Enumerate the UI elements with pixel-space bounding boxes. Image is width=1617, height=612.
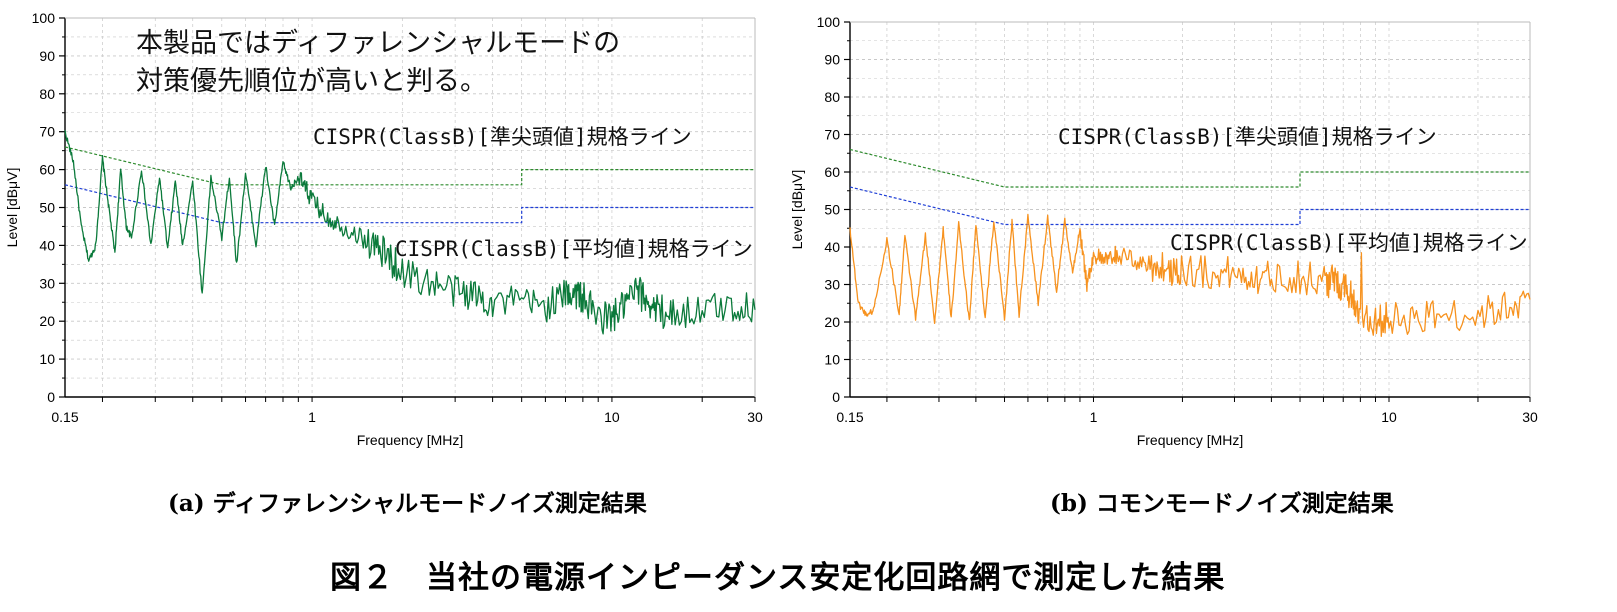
quasi-peak-limit-line	[64, 146, 755, 186]
y-tick-label: 30	[824, 277, 840, 293]
y-tick-label: 80	[39, 86, 55, 102]
y-axis-label: Level [dBμV]	[4, 168, 20, 248]
chart-annotation: CISPR(ClassB)[準尖頭値]規格ライン	[313, 125, 692, 149]
y-tick-label: 60	[824, 164, 840, 180]
caption-differential-mode: (a) ディファレンシャルモードノイズ測定結果	[168, 490, 647, 517]
x-tick-label: 1	[1090, 409, 1098, 425]
chart-differential-mode: 0 10 20 30 40 50 60 70 80 90 100 0.15 1 10 30 Frequency…	[4, 10, 763, 448]
y-tick-label: 0	[832, 389, 840, 405]
y-tick-label: 20	[824, 314, 840, 330]
x-tick-label: 10	[604, 409, 620, 425]
x-tick-label: 0.15	[836, 409, 863, 425]
chart-common-mode: 0 10 20 30 40 50 60 70 80 90 100 0.15 1 10 30 Frequency…	[789, 14, 1538, 448]
x-tick-label: 30	[1522, 409, 1538, 425]
chart-annotation: CISPR(ClassB)[平均値]規格ライン	[395, 237, 753, 261]
y-tick-label: 80	[824, 89, 840, 105]
y-tick-label: 40	[824, 239, 840, 255]
figure-title: 図２ 当社の電源インピーダンス安定化回路網で測定した結果	[330, 560, 1226, 596]
y-tick-label: 20	[39, 313, 55, 329]
y-tick-label: 90	[39, 48, 55, 64]
x-tick-label: 0.15	[51, 409, 78, 425]
y-tick-label: 60	[39, 162, 55, 178]
x-axis-label: Frequency [MHz]	[1137, 432, 1244, 448]
chart-annotation: 対策優先順位が高いと判る。	[136, 66, 487, 97]
y-tick-label: 30	[39, 275, 55, 291]
y-tick-label: 50	[39, 200, 55, 216]
y-tick-label: 100	[32, 10, 56, 26]
average-limit-line	[849, 186, 1530, 226]
y-tick-label: 0	[47, 389, 55, 405]
y-tick-label: 10	[824, 352, 840, 368]
measured-trace	[64, 130, 756, 335]
y-tick-label: 90	[824, 52, 840, 68]
y-tick-label: 100	[817, 14, 841, 30]
y-tick-label: 70	[39, 124, 55, 140]
x-tick-label: 10	[1381, 409, 1397, 425]
measured-trace	[849, 213, 1531, 337]
y-tick-label: 70	[824, 127, 840, 143]
x-axis-label: Frequency [MHz]	[357, 432, 464, 448]
x-tick-label: 1	[308, 409, 316, 425]
y-axis-label: Level [dBμV]	[789, 170, 805, 250]
y-tick-label: 10	[39, 351, 55, 367]
average-limit-line	[64, 184, 755, 224]
chart-annotation: 本製品ではディファレンシャルモードの	[136, 28, 620, 59]
quasi-peak-limit-line	[849, 148, 1530, 188]
chart-annotation: CISPR(ClassB)[平均値]規格ライン	[1170, 231, 1528, 255]
y-tick-label: 50	[824, 202, 840, 218]
y-tick-label: 40	[39, 237, 55, 253]
caption-common-mode: (b) コモンモードノイズ測定結果	[1050, 490, 1394, 517]
chart-annotation: CISPR(ClassB)[準尖頭値]規格ライン	[1058, 125, 1437, 149]
x-tick-label: 30	[747, 409, 763, 425]
